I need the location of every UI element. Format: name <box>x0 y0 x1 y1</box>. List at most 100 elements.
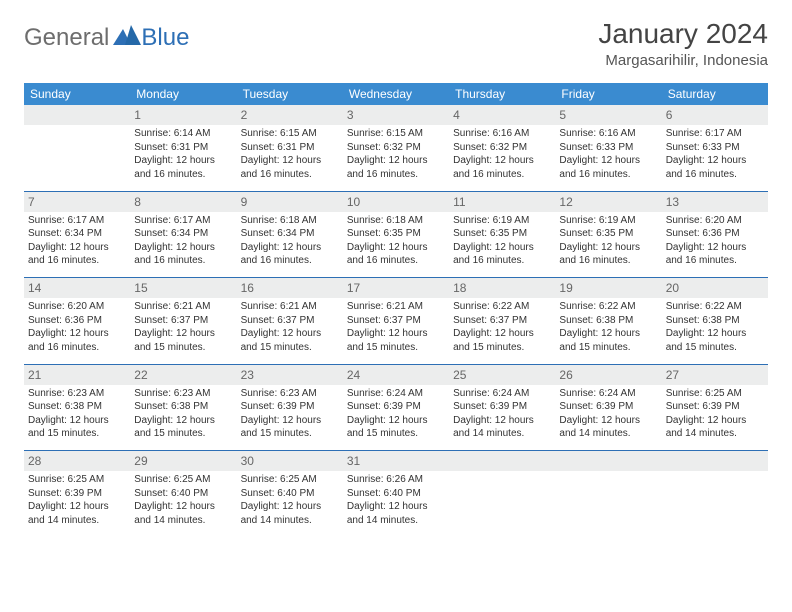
sunset-line: Sunset: 6:35 PM <box>453 227 551 241</box>
calendar-week-row: 14Sunrise: 6:20 AMSunset: 6:36 PMDayligh… <box>24 278 768 364</box>
calendar-body: 1Sunrise: 6:14 AMSunset: 6:31 PMDaylight… <box>24 105 768 537</box>
sunrise-line: Sunrise: 6:25 AM <box>666 387 764 401</box>
calendar-cell: 6Sunrise: 6:17 AMSunset: 6:33 PMDaylight… <box>662 105 768 191</box>
sunset-line: Sunset: 6:36 PM <box>666 227 764 241</box>
sunrise-line: Sunrise: 6:20 AM <box>28 300 126 314</box>
sunrise-line: Sunrise: 6:16 AM <box>559 127 657 141</box>
day-number: 21 <box>24 365 130 385</box>
sunrise-line: Sunrise: 6:26 AM <box>347 473 445 487</box>
sunset-line: Sunset: 6:40 PM <box>241 487 339 501</box>
calendar-cell: 13Sunrise: 6:20 AMSunset: 6:36 PMDayligh… <box>662 192 768 278</box>
calendar-week-row: 1Sunrise: 6:14 AMSunset: 6:31 PMDaylight… <box>24 105 768 191</box>
day-number: 11 <box>449 192 555 212</box>
weekday-header-row: SundayMondayTuesdayWednesdayThursdayFrid… <box>24 83 768 105</box>
day-number: 13 <box>662 192 768 212</box>
daylight-line: Daylight: 12 hours and 16 minutes. <box>559 154 657 181</box>
calendar-cell: 15Sunrise: 6:21 AMSunset: 6:37 PMDayligh… <box>130 278 236 364</box>
calendar-cell: 8Sunrise: 6:17 AMSunset: 6:34 PMDaylight… <box>130 192 236 278</box>
sunset-line: Sunset: 6:35 PM <box>347 227 445 241</box>
sunrise-line: Sunrise: 6:22 AM <box>666 300 764 314</box>
logo-text-1: General <box>24 24 109 52</box>
weekday-header: Thursday <box>449 83 555 105</box>
sunrise-line: Sunrise: 6:20 AM <box>666 214 764 228</box>
sunset-line: Sunset: 6:33 PM <box>559 141 657 155</box>
calendar-cell: 19Sunrise: 6:22 AMSunset: 6:38 PMDayligh… <box>555 278 661 364</box>
calendar-week-row: 21Sunrise: 6:23 AMSunset: 6:38 PMDayligh… <box>24 365 768 451</box>
calendar-cell: 2Sunrise: 6:15 AMSunset: 6:31 PMDaylight… <box>237 105 343 191</box>
calendar-cell: 3Sunrise: 6:15 AMSunset: 6:32 PMDaylight… <box>343 105 449 191</box>
calendar-cell: 5Sunrise: 6:16 AMSunset: 6:33 PMDaylight… <box>555 105 661 191</box>
sunset-line: Sunset: 6:38 PM <box>28 400 126 414</box>
sunrise-line: Sunrise: 6:18 AM <box>347 214 445 228</box>
day-number-empty <box>662 451 768 471</box>
logo-mark-icon <box>113 24 141 52</box>
sunset-line: Sunset: 6:35 PM <box>559 227 657 241</box>
sunrise-line: Sunrise: 6:16 AM <box>453 127 551 141</box>
calendar-cell: 23Sunrise: 6:23 AMSunset: 6:39 PMDayligh… <box>237 365 343 451</box>
day-number: 31 <box>343 451 449 471</box>
calendar-cell: 25Sunrise: 6:24 AMSunset: 6:39 PMDayligh… <box>449 365 555 451</box>
calendar-cell: 1Sunrise: 6:14 AMSunset: 6:31 PMDaylight… <box>130 105 236 191</box>
sunrise-line: Sunrise: 6:24 AM <box>559 387 657 401</box>
sunrise-line: Sunrise: 6:18 AM <box>241 214 339 228</box>
calendar-week-row: 28Sunrise: 6:25 AMSunset: 6:39 PMDayligh… <box>24 451 768 537</box>
sunset-line: Sunset: 6:38 PM <box>559 314 657 328</box>
day-number: 19 <box>555 278 661 298</box>
daylight-line: Daylight: 12 hours and 15 minutes. <box>347 414 445 441</box>
daylight-line: Daylight: 12 hours and 14 minutes. <box>134 500 232 527</box>
calendar-cell <box>662 451 768 537</box>
weekday-header: Wednesday <box>343 83 449 105</box>
day-number: 17 <box>343 278 449 298</box>
sunrise-line: Sunrise: 6:14 AM <box>134 127 232 141</box>
calendar-cell: 24Sunrise: 6:24 AMSunset: 6:39 PMDayligh… <box>343 365 449 451</box>
sunrise-line: Sunrise: 6:22 AM <box>559 300 657 314</box>
calendar-cell: 28Sunrise: 6:25 AMSunset: 6:39 PMDayligh… <box>24 451 130 537</box>
sunset-line: Sunset: 6:40 PM <box>347 487 445 501</box>
day-number-empty <box>555 451 661 471</box>
day-number: 28 <box>24 451 130 471</box>
calendar-cell: 10Sunrise: 6:18 AMSunset: 6:35 PMDayligh… <box>343 192 449 278</box>
calendar-cell: 29Sunrise: 6:25 AMSunset: 6:40 PMDayligh… <box>130 451 236 537</box>
sunrise-line: Sunrise: 6:15 AM <box>347 127 445 141</box>
day-number: 3 <box>343 105 449 125</box>
sunset-line: Sunset: 6:38 PM <box>666 314 764 328</box>
sunrise-line: Sunrise: 6:25 AM <box>28 473 126 487</box>
daylight-line: Daylight: 12 hours and 16 minutes. <box>241 241 339 268</box>
sunrise-line: Sunrise: 6:21 AM <box>347 300 445 314</box>
weekday-header: Saturday <box>662 83 768 105</box>
weekday-header: Tuesday <box>237 83 343 105</box>
sunset-line: Sunset: 6:34 PM <box>28 227 126 241</box>
calendar-cell: 7Sunrise: 6:17 AMSunset: 6:34 PMDaylight… <box>24 192 130 278</box>
sunset-line: Sunset: 6:37 PM <box>347 314 445 328</box>
day-number: 14 <box>24 278 130 298</box>
sunset-line: Sunset: 6:39 PM <box>666 400 764 414</box>
daylight-line: Daylight: 12 hours and 15 minutes. <box>241 327 339 354</box>
calendar-cell: 16Sunrise: 6:21 AMSunset: 6:37 PMDayligh… <box>237 278 343 364</box>
daylight-line: Daylight: 12 hours and 16 minutes. <box>559 241 657 268</box>
sunset-line: Sunset: 6:37 PM <box>453 314 551 328</box>
daylight-line: Daylight: 12 hours and 15 minutes. <box>134 327 232 354</box>
calendar-cell: 14Sunrise: 6:20 AMSunset: 6:36 PMDayligh… <box>24 278 130 364</box>
sunrise-line: Sunrise: 6:22 AM <box>453 300 551 314</box>
month-title: January 2024 <box>598 18 768 50</box>
day-number: 26 <box>555 365 661 385</box>
daylight-line: Daylight: 12 hours and 15 minutes. <box>28 414 126 441</box>
sunrise-line: Sunrise: 6:24 AM <box>453 387 551 401</box>
sunset-line: Sunset: 6:37 PM <box>241 314 339 328</box>
day-number: 2 <box>237 105 343 125</box>
daylight-line: Daylight: 12 hours and 14 minutes. <box>28 500 126 527</box>
title-block: January 2024 Margasarihilir, Indonesia <box>598 18 768 69</box>
sunset-line: Sunset: 6:37 PM <box>134 314 232 328</box>
calendar-table: SundayMondayTuesdayWednesdayThursdayFrid… <box>24 83 768 537</box>
day-number: 16 <box>237 278 343 298</box>
calendar-cell <box>555 451 661 537</box>
weekday-header: Sunday <box>24 83 130 105</box>
page-header: General Blue January 2024 Margasarihilir… <box>24 18 768 69</box>
daylight-line: Daylight: 12 hours and 16 minutes. <box>28 241 126 268</box>
daylight-line: Daylight: 12 hours and 16 minutes. <box>241 154 339 181</box>
day-number: 24 <box>343 365 449 385</box>
day-number: 7 <box>24 192 130 212</box>
day-number: 23 <box>237 365 343 385</box>
calendar-cell: 20Sunrise: 6:22 AMSunset: 6:38 PMDayligh… <box>662 278 768 364</box>
daylight-line: Daylight: 12 hours and 15 minutes. <box>666 327 764 354</box>
